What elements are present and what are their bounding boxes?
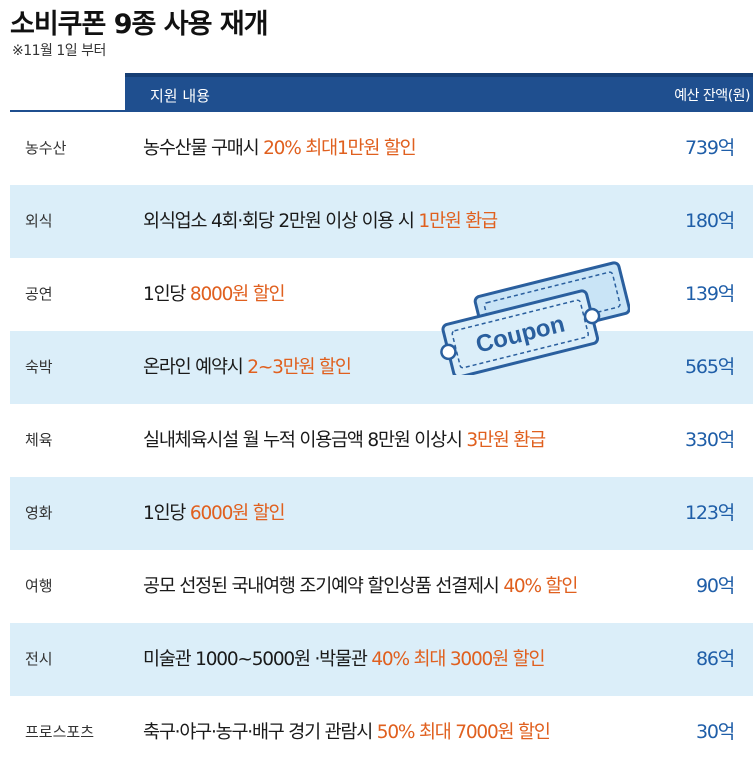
- row-budget: 565억: [685, 356, 735, 378]
- row-category: 여행: [25, 577, 53, 595]
- row-category: 전시: [25, 650, 53, 668]
- row-desc-text: 1인당: [143, 284, 190, 305]
- row-budget: 30억: [695, 721, 735, 743]
- row-desc-text: 미술관 1000~5000원 ·박물관: [143, 649, 372, 670]
- row-desc-text: 실내체육시설 월 누적 이용금액 8만원 이상시: [143, 430, 467, 451]
- row-budget: 180억: [685, 210, 735, 232]
- row-category: 영화: [25, 504, 53, 522]
- table-row: 체육 실내체육시설 월 누적 이용금액 8만원 이상시 3만원 환급 330억: [10, 404, 753, 477]
- row-desc-text: 공모 선정된 국내여행 조기예약 할인상품 선결제시: [143, 576, 504, 597]
- row-benefit: 40% 할인: [503, 576, 578, 597]
- row-desc-text: 1인당: [143, 503, 190, 524]
- row-category: 공연: [25, 285, 53, 303]
- table-row: 여행 공모 선정된 국내여행 조기예약 할인상품 선결제시 40% 할인 90억: [10, 550, 753, 623]
- row-description: 외식업소 4회·회당 2만원 이상 이용 시 1만원 환급: [143, 185, 498, 258]
- coupon-ticket-icon: Coupon: [440, 261, 630, 375]
- header-rule: [10, 110, 753, 112]
- row-description: 미술관 1000~5000원 ·박물관 40% 최대 3000원 할인: [143, 623, 545, 696]
- page-title: 소비쿠폰 9종 사용 재개: [10, 9, 269, 40]
- table-row: 외식 외식업소 4회·회당 2만원 이상 이용 시 1만원 환급 180억: [10, 185, 753, 258]
- row-description: 실내체육시설 월 누적 이용금액 8만원 이상시 3만원 환급: [143, 404, 546, 477]
- row-description: 농수산물 구매시 20% 최대1만원 할인: [143, 112, 417, 185]
- row-category: 숙박: [25, 358, 53, 376]
- row-budget: 139억: [685, 283, 735, 305]
- row-benefit: 20% 최대1만원 할인: [263, 138, 417, 159]
- table-header: 지원 내용 예산 잔액(원): [125, 73, 753, 111]
- row-budget: 330억: [685, 429, 735, 451]
- row-benefit: 50% 최대 7000원 할인: [376, 722, 551, 743]
- row-benefit: 1만원 환급: [418, 211, 498, 232]
- row-benefit: 40% 최대 3000원 할인: [371, 649, 545, 670]
- row-budget: 90억: [695, 575, 735, 597]
- row-desc-text: 온라인 예약시: [143, 357, 248, 378]
- table-row: 전시 미술관 1000~5000원 ·박물관 40% 최대 3000원 할인 8…: [10, 623, 753, 696]
- header-content-label: 지원 내용: [150, 87, 210, 105]
- coupon-table: 농수산 농수산물 구매시 20% 최대1만원 할인 739억 외식 외식업소 4…: [10, 112, 753, 769]
- row-description: 공모 선정된 국내여행 조기예약 할인상품 선결제시 40% 할인: [143, 550, 578, 623]
- row-desc-text: 농수산물 구매시: [143, 138, 264, 159]
- row-category: 외식: [25, 212, 53, 230]
- row-desc-text: 외식업소 4회·회당 2만원 이상 이용 시: [143, 211, 419, 232]
- row-category: 프로스포츠: [25, 723, 95, 741]
- row-benefit: 3만원 환급: [466, 430, 546, 451]
- row-description: 1인당 8000원 할인: [143, 258, 286, 331]
- row-benefit: 8000원 할인: [189, 284, 286, 305]
- row-budget: 86억: [695, 648, 735, 670]
- table-row: 프로스포츠 축구·야구·농구·배구 경기 관람시 50% 최대 7000원 할인…: [10, 696, 753, 769]
- row-benefit: 2~3만원 할인: [247, 357, 352, 378]
- row-category: 체육: [25, 431, 53, 449]
- row-budget: 123억: [685, 502, 735, 524]
- table-row: 숙박 온라인 예약시 2~3만원 할인 565억: [10, 331, 753, 404]
- table-row: 공연 1인당 8000원 할인 139억: [10, 258, 753, 331]
- table-row: 농수산 농수산물 구매시 20% 최대1만원 할인 739억: [10, 112, 753, 185]
- row-category: 농수산: [25, 139, 67, 157]
- row-benefit: 6000원 할인: [189, 503, 286, 524]
- table-row: 영화 1인당 6000원 할인 123억: [10, 477, 753, 550]
- row-description: 1인당 6000원 할인: [143, 477, 286, 550]
- row-desc-text: 축구·야구·농구·배구 경기 관람시: [143, 722, 377, 743]
- header-budget-label: 예산 잔액(원): [674, 88, 750, 104]
- row-budget: 739억: [685, 137, 735, 159]
- row-description: 온라인 예약시 2~3만원 할인: [143, 331, 352, 404]
- row-description: 축구·야구·농구·배구 경기 관람시 50% 최대 7000원 할인: [143, 696, 551, 769]
- start-date-note: ※11월 1일 부터: [12, 43, 106, 59]
